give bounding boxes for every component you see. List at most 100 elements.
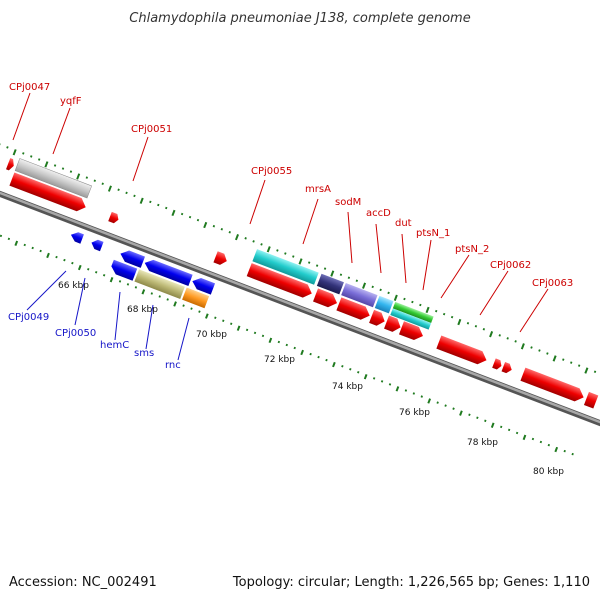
gene-sodm[interactable] — [313, 288, 339, 309]
gene-accd[interactable] — [336, 297, 372, 322]
gene-cpj0047-red[interactable] — [9, 172, 88, 213]
minor-tick — [341, 364, 344, 368]
gene-ptsn1-cyan[interactable] — [390, 308, 432, 330]
gene-sodm-bar[interactable] — [316, 273, 344, 295]
gene-sms[interactable] — [134, 269, 185, 299]
minor-tick — [284, 252, 287, 255]
gene-label-mrsa[interactable]: mrsA — [305, 184, 331, 195]
minor-tick — [220, 227, 224, 231]
major-tick — [393, 294, 398, 301]
minor-tick — [317, 355, 320, 359]
minor-tick — [85, 176, 89, 179]
major-tick — [554, 446, 559, 453]
major-tick — [139, 197, 144, 204]
gene-yqff[interactable] — [6, 158, 16, 171]
gene-label-cpj0051[interactable]: CPj0051 — [131, 124, 172, 135]
minor-tick — [93, 179, 96, 182]
minor-tick — [562, 358, 565, 361]
gene-label-sms[interactable]: sms — [134, 348, 154, 359]
gene-end[interactable] — [583, 391, 599, 409]
gene-label-hemc[interactable]: hemC — [100, 340, 129, 351]
minor-tick — [87, 267, 90, 271]
gene-label-rnc[interactable]: rnc — [165, 360, 181, 371]
gene-mrsa[interactable] — [246, 263, 315, 300]
gene-cpj0063-a[interactable] — [501, 362, 514, 375]
minor-tick — [63, 258, 66, 262]
leader-lines — [12, 92, 549, 361]
gene-label-sodm[interactable]: sodM — [335, 197, 361, 208]
minor-tick — [69, 170, 73, 173]
major-tick — [490, 422, 495, 428]
major-tick — [584, 367, 589, 374]
gene-dut-bar[interactable] — [374, 295, 394, 314]
gene-cpj0047[interactable] — [14, 158, 93, 199]
minor-tick — [198, 310, 201, 313]
minor-tick — [325, 358, 328, 362]
gene-cpj0055[interactable] — [252, 249, 319, 285]
gene-accd-bar[interactable] — [341, 282, 378, 308]
minor-tick — [474, 324, 478, 328]
minor-tick — [126, 283, 130, 286]
genome-backbone — [0, 190, 600, 427]
minor-tick — [244, 237, 247, 240]
minor-tick — [118, 280, 122, 283]
minor-tick — [55, 255, 58, 259]
gene-rnc[interactable] — [182, 287, 210, 309]
major-tick — [266, 246, 271, 253]
gene-dut[interactable] — [369, 309, 387, 328]
minor-tick — [499, 425, 503, 429]
minor-tick — [546, 352, 549, 355]
gene-cpj0051[interactable] — [108, 211, 120, 225]
gene-label-ptsn2[interactable]: ptsN_2 — [455, 244, 489, 255]
gene-label-cpj0047[interactable]: CPj0047 — [9, 82, 50, 93]
gene-cpj0063[interactable] — [520, 367, 586, 404]
minor-tick — [506, 337, 509, 340]
gene-label-dut[interactable]: dut — [395, 218, 412, 229]
major-tick — [552, 355, 557, 362]
gene-cpj0062[interactable] — [436, 335, 489, 367]
gene-label-cpj0063[interactable]: CPj0063 — [532, 278, 573, 289]
minor-tick — [577, 364, 581, 367]
minor-tick — [6, 146, 9, 149]
gene-cpj0049[interactable] — [69, 230, 84, 244]
gene-hemc[interactable] — [118, 248, 145, 268]
gene-label-cpj0049[interactable]: CPj0049 — [8, 312, 49, 323]
gene-ptsn1[interactable] — [384, 315, 403, 334]
gene-cpj0050[interactable] — [90, 238, 104, 252]
minor-tick — [571, 452, 574, 456]
minor-tick — [245, 328, 249, 332]
major-tick — [141, 289, 146, 295]
minor-tick — [309, 352, 312, 356]
minor-tick — [404, 389, 408, 392]
gene-label-cpj0062[interactable]: CPj0062 — [490, 260, 531, 271]
gene-label-ptsn1[interactable]: ptsN_1 — [416, 228, 450, 239]
minor-tick — [323, 267, 327, 270]
gene-label-yqff[interactable]: yqfF — [60, 96, 82, 107]
minor-tick — [339, 273, 343, 276]
gene-label-cpj0050[interactable]: CPj0050 — [55, 328, 96, 339]
major-tick — [332, 361, 336, 368]
scale-label: 76 kbp — [399, 408, 430, 418]
minor-tick — [196, 218, 200, 222]
major-tick — [298, 258, 303, 265]
minor-tick — [180, 212, 184, 216]
gene-sms-top[interactable] — [143, 257, 193, 287]
gene-cpj0055-red[interactable] — [213, 251, 228, 266]
minor-tick — [450, 315, 454, 319]
minor-tick — [466, 321, 470, 325]
minor-tick — [530, 346, 533, 349]
minor-tick — [149, 200, 152, 204]
minor-tick — [190, 307, 193, 310]
inner-tick-row — [0, 234, 574, 456]
minor-tick — [514, 340, 517, 343]
gene-rnc-top[interactable] — [190, 276, 216, 295]
minor-tick — [53, 164, 57, 167]
minor-tick — [388, 383, 392, 386]
gene-ptsn1-bar[interactable] — [392, 301, 434, 324]
gene-cpj0062-b[interactable] — [492, 358, 503, 370]
gene-label-accd[interactable]: accD — [366, 208, 391, 219]
gene-label-cpj0055[interactable]: CPj0055 — [251, 166, 292, 177]
gene-hemc-low[interactable] — [109, 259, 138, 281]
gene-ptsn2[interactable] — [398, 321, 425, 342]
